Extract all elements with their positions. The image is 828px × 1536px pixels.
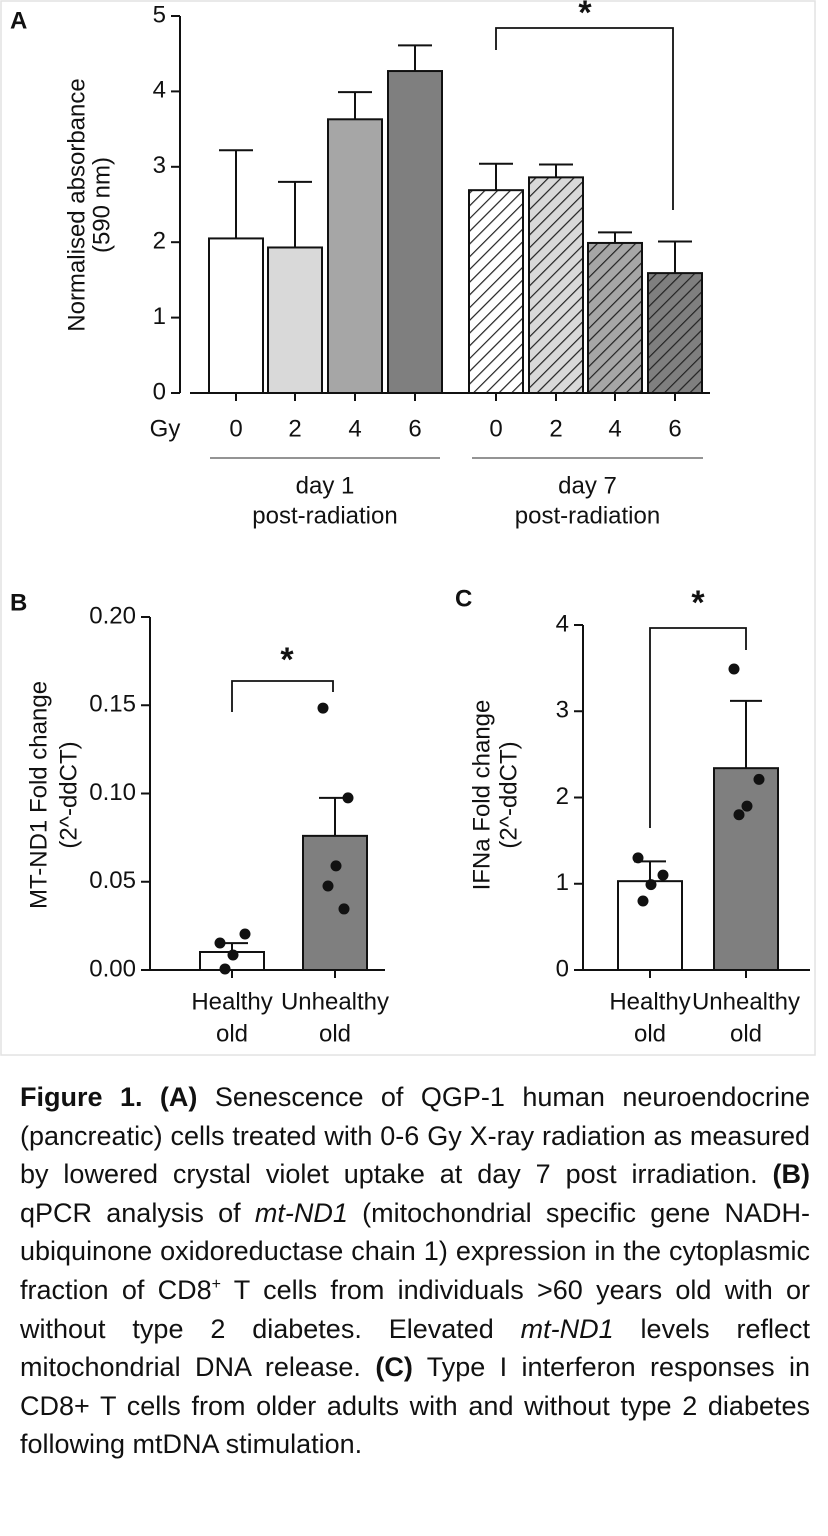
bar — [587, 241, 643, 394]
data-point — [239, 928, 251, 940]
caption: Figure 1. (A) Senescence of QGP-1 human … — [20, 1078, 810, 1464]
y-tick-label: 1 — [153, 303, 166, 330]
caption-run: T cells from individuals >60 years old w… — [20, 1274, 810, 1344]
data-point — [657, 869, 669, 881]
data-point — [733, 809, 745, 821]
bar — [267, 246, 323, 394]
y-tick-label: 2 — [153, 228, 166, 255]
caption-run: + — [211, 1275, 221, 1293]
y-axis-label: (2^-ddCT) — [495, 741, 522, 848]
data-point — [342, 792, 354, 804]
caption-run: mt-ND1 — [254, 1197, 348, 1228]
caption-run: (mitochondrial specific gene NADH-ubiqui… — [20, 1197, 810, 1305]
bar — [528, 176, 584, 394]
y-tick-label: 0.00 — [89, 955, 136, 982]
x-tick-label: old — [319, 1020, 351, 1047]
significance-label: * — [578, 0, 592, 32]
x-tick-label: Unhealthy — [692, 988, 800, 1015]
x-tick-label: 4 — [348, 415, 361, 442]
x-tick-label: old — [730, 1020, 762, 1047]
bar — [208, 237, 264, 394]
x-tick-label: old — [216, 1020, 248, 1047]
bar — [468, 189, 524, 394]
bar — [302, 834, 368, 971]
y-axis-label: MT-ND1 Fold change — [25, 681, 52, 909]
significance-label: * — [691, 584, 705, 622]
panel-label: B — [10, 589, 27, 616]
y-tick-label: 0.05 — [89, 867, 136, 894]
significance-label: * — [280, 641, 294, 679]
caption-run: qPCR analysis of — [20, 1197, 255, 1228]
figure-frame — [0, 0, 816, 1056]
y-tick-label: 3 — [153, 152, 166, 179]
data-point — [227, 949, 239, 961]
group-label: day 1 — [296, 472, 355, 499]
data-point — [728, 663, 740, 675]
y-axis-label: (590 nm) — [88, 157, 115, 253]
data-point — [317, 702, 329, 714]
significance-bracket — [495, 27, 674, 210]
caption-run: (B) — [772, 1159, 810, 1190]
y-axis-label: Normalised absorbance — [63, 78, 90, 331]
y-tick-label: 1 — [556, 869, 569, 896]
y-tick-label: 3 — [556, 697, 569, 724]
data-point — [219, 963, 231, 975]
data-point — [741, 800, 753, 812]
data-point — [338, 903, 350, 915]
y-axis-label: (2^-ddCT) — [55, 741, 82, 848]
y-tick-label: 0 — [153, 378, 166, 405]
x-axis-label: Gy — [150, 415, 181, 442]
caption-run: levels reflect mitochondrial DNA release… — [20, 1313, 810, 1383]
x-tick-label: 6 — [668, 415, 681, 442]
group-label: post-radiation — [515, 502, 660, 529]
x-tick-label: old — [634, 1020, 666, 1047]
caption-run: Figure 1. (A) — [20, 1082, 198, 1112]
caption-run: (C) — [375, 1352, 413, 1383]
bar — [387, 70, 443, 395]
x-tick-label: 6 — [408, 415, 421, 442]
x-tick-label: Healthy — [609, 988, 690, 1015]
y-axis-label: IFNa Fold change — [468, 700, 495, 891]
y-tick-label: 0 — [556, 955, 569, 982]
panel-label: A — [10, 7, 27, 34]
x-tick-label: 0 — [229, 415, 242, 442]
y-tick-label: 2 — [556, 783, 569, 810]
bar — [617, 880, 683, 971]
x-tick-label: 2 — [549, 415, 562, 442]
y-tick-label: 0.20 — [89, 602, 136, 629]
x-tick-label: 2 — [288, 415, 301, 442]
data-point — [645, 879, 657, 891]
data-point — [322, 880, 334, 892]
caption-run: mt-ND1 — [520, 1313, 614, 1344]
group-label: post-radiation — [252, 502, 397, 529]
bar — [327, 118, 383, 394]
panel-label: C — [455, 585, 472, 612]
data-point — [753, 773, 765, 785]
significance-bracket — [231, 680, 334, 712]
x-tick-label: 0 — [489, 415, 502, 442]
figure: A Normalised absorbance(590 nm) 0 1 2 3 4 5 Gy 0 2… — [0, 0, 816, 1056]
data-point — [632, 852, 644, 864]
y-tick-label: 5 — [153, 1, 166, 28]
x-tick-label: Healthy — [191, 988, 272, 1015]
caption-run: Senescence of QGP-1 human neuroendocrine… — [20, 1082, 810, 1190]
y-tick-label: 0.15 — [89, 691, 136, 718]
data-point — [637, 895, 649, 907]
data-point — [214, 937, 226, 949]
y-tick-label: 4 — [556, 610, 569, 637]
y-tick-label: 4 — [153, 77, 166, 104]
caption-run: Type I interferon responses in CD8+ T ce… — [20, 1352, 810, 1460]
data-point — [330, 860, 342, 872]
significance-bracket — [649, 627, 747, 828]
y-tick-label: 0.10 — [89, 779, 136, 806]
x-tick-label: Unhealthy — [281, 988, 389, 1015]
bar — [713, 767, 779, 971]
bar — [647, 272, 703, 395]
group-label: day 7 — [558, 472, 617, 499]
x-tick-label: 4 — [608, 415, 621, 442]
